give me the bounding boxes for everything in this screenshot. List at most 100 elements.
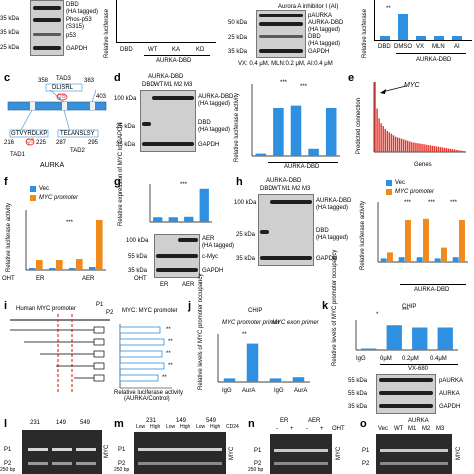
motif-label: DLISRL <box>52 85 74 91</box>
bar <box>394 136 397 152</box>
bar <box>429 145 431 152</box>
bar <box>325 108 337 156</box>
promoter-point: P1 <box>118 447 126 453</box>
panel-letter: f <box>4 176 8 188</box>
bar <box>404 140 407 152</box>
position-label: 358 <box>38 78 49 84</box>
blot-label: (HA tagged) <box>316 205 349 211</box>
bar <box>153 217 163 222</box>
group-label: AURKA-DBD <box>156 58 192 64</box>
promoter-point: P1 <box>254 448 262 454</box>
panel-a-top: 35 kDa 35 kDa 25 kDa DBD (HA tagged) Pho… <box>0 0 99 58</box>
gel-image <box>270 434 332 474</box>
significance: *** <box>66 220 74 226</box>
marker-label: 25 kDa <box>0 45 20 51</box>
blot-label: c-Myc <box>202 254 218 260</box>
bar <box>443 147 446 152</box>
band <box>33 33 61 36</box>
gel-lane-label: MYC <box>456 446 462 460</box>
lane-label: WT <box>154 82 164 88</box>
category-label: DMSO <box>394 44 412 50</box>
bar <box>416 257 423 262</box>
promoter-point: P2 <box>106 310 114 316</box>
panel-letter: i <box>4 300 8 312</box>
band <box>259 35 303 38</box>
bar <box>433 146 436 152</box>
bar <box>384 128 386 152</box>
y-axis-label: Relative luciferase <box>362 8 368 58</box>
promoter-constructs <box>10 314 172 392</box>
chart-j <box>217 334 310 383</box>
panel-letter: d <box>114 72 121 84</box>
panel-k: k CHIP Relative levels of MYC promoter o… <box>322 250 474 416</box>
promoter-point: P2 <box>362 461 370 467</box>
y-axis-label: Relative luciferase <box>104 8 110 58</box>
chart-h2 <box>377 202 468 263</box>
bar <box>405 220 411 262</box>
marker-label: 25 kDa <box>228 35 248 41</box>
motif-label: GTVYRDLKP <box>11 131 48 137</box>
bar <box>441 147 444 152</box>
significance: ** <box>386 6 391 12</box>
category-label: AurA <box>242 388 256 394</box>
bar <box>434 36 444 40</box>
lane-label: ER <box>160 282 169 288</box>
primer-label: MYC promoter primer <box>222 320 280 326</box>
significance: ** <box>168 339 173 345</box>
position-label: 225 <box>36 140 47 146</box>
bar <box>380 36 390 40</box>
category-label: 0.4μM <box>430 356 447 362</box>
lane-label: M1 <box>408 426 417 432</box>
gel-band <box>138 462 222 465</box>
bar <box>386 131 389 152</box>
group-line <box>144 55 210 56</box>
blot-label: (HA tagged) <box>66 9 99 15</box>
legend-label: Vec <box>395 180 406 186</box>
y-axis <box>116 0 117 42</box>
sign-label: + <box>290 426 294 432</box>
bar <box>246 343 259 382</box>
legend-swatch-vec <box>30 186 36 192</box>
y-axis <box>374 0 375 40</box>
domain-label: TAD3 <box>56 76 71 82</box>
blot-label: (S315) <box>66 24 85 30</box>
size-marker: 250 bp <box>0 467 16 473</box>
bar <box>425 144 427 152</box>
significance: ** <box>166 327 171 333</box>
marker-label: 35 kDa <box>0 16 20 22</box>
level-label: Low <box>166 424 176 430</box>
category-label: VX <box>416 44 425 50</box>
size-marker: 250 bp <box>248 467 264 473</box>
bar <box>398 138 401 152</box>
bar <box>421 143 423 152</box>
bar <box>380 123 382 152</box>
category-label: ER <box>36 276 45 282</box>
cell-line-label: 549 <box>206 418 217 424</box>
category-label: IgG <box>356 356 366 362</box>
lane-label: Vec <box>378 426 389 432</box>
band <box>33 18 61 22</box>
gel-band <box>274 449 328 452</box>
bar <box>376 108 378 152</box>
promoter-point: P1 <box>362 448 370 454</box>
band <box>156 268 198 272</box>
treatment-label: OHT <box>134 276 147 282</box>
panel-n: n ER AER - + - + OHT P1 P2 250 bp MYC <box>246 418 356 474</box>
blot-label: AER <box>202 236 215 242</box>
category-label: KA <box>172 47 181 53</box>
significance: ** <box>168 363 173 369</box>
panel-letter: h <box>236 176 243 188</box>
marker-label: 100 kDa <box>234 200 257 206</box>
y-axis-label: Relative levels of MYC promoter occupanc… <box>332 249 338 366</box>
blot-label: (HA tagged) <box>308 41 341 47</box>
significance: *** <box>450 200 458 206</box>
promoter-point: P1 <box>96 302 104 308</box>
bar <box>382 126 384 152</box>
blot-label: (HA tagged) <box>198 127 231 133</box>
bar <box>460 150 462 152</box>
bar <box>409 141 411 152</box>
bar <box>459 220 465 262</box>
bar <box>396 137 399 152</box>
bar <box>437 146 440 152</box>
gel-band <box>380 462 448 465</box>
